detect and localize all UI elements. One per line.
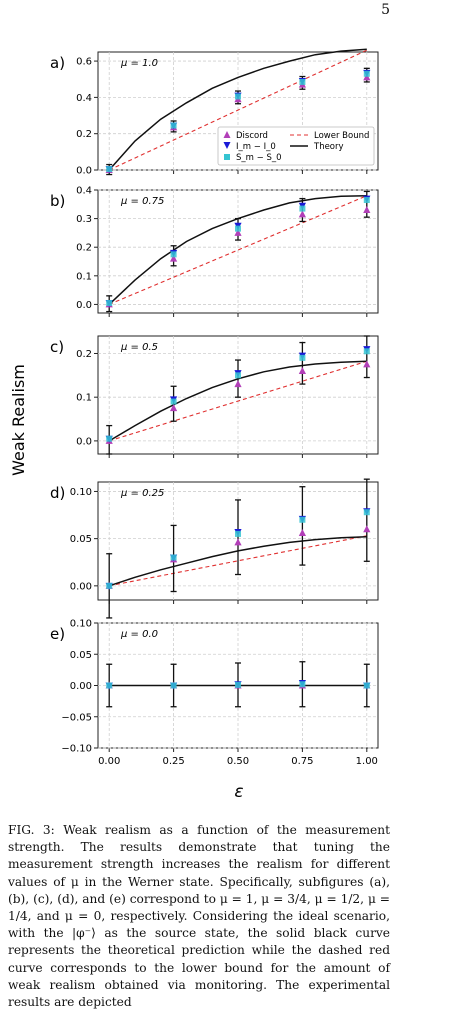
- y-tick-label: 0.05: [70, 650, 92, 661]
- marker-entropy: [363, 348, 370, 355]
- marker-entropy: [106, 299, 113, 306]
- legend-label-entropy: S_m − S_0: [236, 153, 282, 163]
- panel-e: −0.10 −0.05 0.00 0.05 0.10 e) μ = 0.0 0.00 0.25 0…: [50, 619, 379, 767]
- y-tick-label: 0.4: [76, 186, 92, 197]
- legend-label-information: I_m − I_0: [236, 142, 276, 152]
- marker-entropy: [363, 682, 370, 689]
- panel-letter: a): [50, 54, 65, 72]
- y-tick-label: 0.05: [70, 534, 92, 545]
- marker-discord: [298, 210, 306, 218]
- panels: 0.0 0.2 0.4 0.6 a) μ = 1.0 0.0 0.1 0.2 0.3 0.4 b) μ …: [50, 48, 379, 767]
- theory-line: [108, 48, 367, 171]
- x-tick-label: 0.00: [98, 756, 120, 767]
- marker-entropy: [299, 78, 306, 85]
- marker-entropy: [170, 122, 177, 129]
- figure-caption: FIG. 3: Weak realism as a function of th…: [8, 823, 390, 1010]
- lower-bound-line: [109, 535, 367, 587]
- y-tick-label: 0.2: [76, 129, 92, 140]
- marker-entropy: [299, 516, 306, 523]
- marker-discord: [363, 525, 371, 533]
- y-tick-label: 0.0: [76, 166, 92, 177]
- y-tick-label: 0.10: [70, 619, 92, 630]
- marker-entropy: [170, 554, 177, 561]
- marker-entropy: [106, 582, 113, 589]
- marker-entropy: [235, 372, 241, 379]
- panel-letter: c): [50, 338, 64, 356]
- y-tick-label: 0.00: [70, 581, 92, 592]
- legend-label-lower-bound: Lower Bound: [314, 131, 369, 141]
- marker-entropy: [170, 251, 177, 258]
- y-tick-label: 0.6: [76, 57, 92, 68]
- y-tick-label: 0.4: [76, 93, 92, 104]
- y-tick-label: 0.0: [76, 436, 92, 447]
- marker-discord: [234, 538, 242, 546]
- legend-label-theory: Theory: [313, 142, 344, 152]
- lower-bound-line: [108, 195, 368, 305]
- legend-marker-information: [223, 142, 231, 149]
- marker-discord: [298, 528, 306, 536]
- marker-discord: [363, 73, 371, 81]
- marker-entropy: [106, 435, 113, 442]
- marker-entropy: [363, 197, 370, 204]
- marker-entropy: [235, 225, 241, 232]
- mu-label: μ = 0.75: [120, 196, 164, 207]
- panel-b: 0.0 0.1 0.2 0.3 0.4 b) μ = 0.75: [50, 186, 379, 317]
- weak-realism-figure: Weak Realism ε 0.00.20.40.6a) μ = 1.00.00…: [9, 48, 379, 802]
- marker-entropy: [235, 93, 241, 100]
- y-tick-label: 0.2: [76, 243, 92, 254]
- page-number: 5: [381, 2, 390, 18]
- marker-entropy: [235, 681, 241, 688]
- marker-discord: [170, 254, 178, 262]
- x-tick-label: 0.50: [227, 756, 249, 767]
- marker-entropy: [235, 530, 241, 537]
- y-tick-label: 0.1: [76, 271, 92, 282]
- y-tick-label: 0.2: [76, 349, 92, 360]
- x-tick-label: 1.00: [356, 756, 378, 767]
- marker-entropy: [363, 509, 370, 516]
- y-tick-label: 0.10: [70, 487, 92, 498]
- panel-letter: b): [50, 192, 65, 210]
- y-tick-label: −0.05: [61, 712, 92, 723]
- lower-bound-line: [109, 360, 367, 442]
- marker-entropy: [170, 398, 177, 405]
- marker-entropy: [299, 205, 306, 212]
- y-tick-label: 0.3: [76, 214, 92, 225]
- marker-entropy: [363, 70, 370, 77]
- x-tick-label: 0.75: [291, 756, 313, 767]
- legend-marker-entropy: [224, 154, 230, 160]
- marker-entropy: [170, 682, 177, 689]
- y-tick-label: −0.10: [61, 744, 92, 755]
- panel-letter: e): [50, 625, 65, 643]
- panel-letter: d): [50, 484, 65, 502]
- marker-entropy: [106, 682, 113, 689]
- marker-discord: [363, 360, 371, 368]
- panel-c: 0.0 0.1 0.2 c) μ = 0.5: [50, 335, 379, 458]
- y-tick-label: 0.0: [76, 300, 92, 311]
- marker-entropy: [299, 354, 306, 361]
- marker-discord: [234, 228, 242, 236]
- y-axis-label: Weak Realism: [9, 364, 28, 476]
- marker-discord: [234, 380, 242, 388]
- marker-discord: [170, 404, 178, 412]
- x-tick-label: 0.25: [162, 756, 184, 767]
- marker-discord: [363, 206, 371, 214]
- mu-label: μ = 0.0: [120, 629, 158, 640]
- mu-label: μ = 0.25: [120, 488, 164, 499]
- mu-label: μ = 0.5: [120, 342, 158, 353]
- y-tick-label: 0.00: [70, 681, 92, 692]
- marker-discord: [298, 366, 306, 374]
- marker-entropy: [299, 681, 306, 688]
- legend-label-discord: Discord: [236, 131, 268, 141]
- panel-d: 0.00 0.05 0.10 d) μ = 0.25: [50, 478, 379, 619]
- marker-entropy: [106, 166, 113, 173]
- legend-marker-discord: [223, 131, 231, 138]
- mu-label: μ = 1.0: [120, 58, 158, 69]
- y-tick-label: 0.1: [76, 393, 92, 404]
- panel-a: 0.0 0.2 0.4 0.6 a) μ = 1.0: [50, 48, 379, 177]
- x-axis-label: ε: [234, 782, 243, 802]
- lower-bound-line: [108, 49, 368, 171]
